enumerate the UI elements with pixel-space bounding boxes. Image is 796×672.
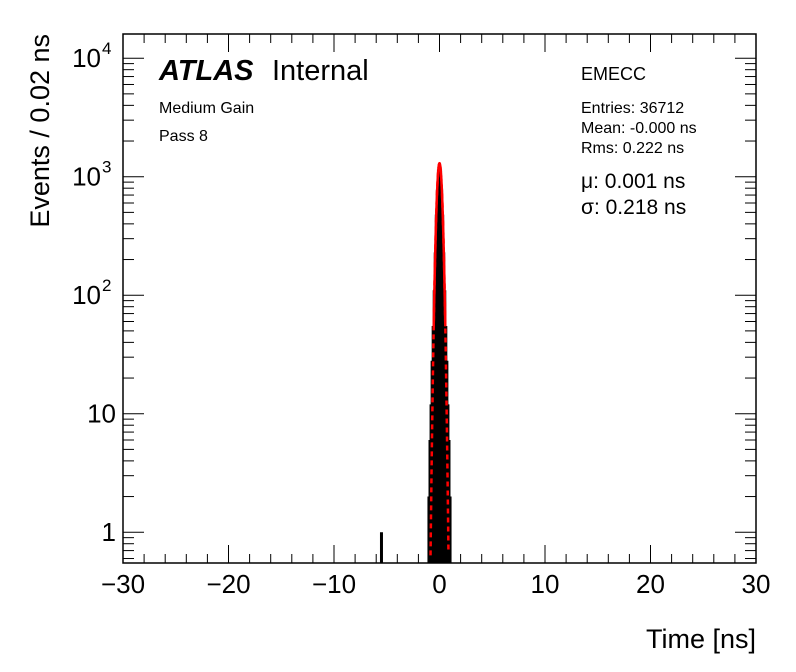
gaussian-fit-curve-core	[432, 161, 447, 328]
x-tick-label: 0	[432, 569, 446, 599]
gain-label: Medium Gain	[159, 100, 254, 117]
entries-label: Entries: 36712	[581, 100, 684, 117]
gaussian-fit-curve	[429, 161, 450, 556]
x-tick-label: −10	[312, 569, 356, 599]
y-tick-exponent: 4	[102, 39, 111, 58]
y-axis-title: Events / 0.02 ns	[25, 34, 55, 228]
atlas-label: ATLAS	[158, 55, 254, 87]
x-tick-labels: −30 −20 −10 0 10 20 30	[101, 569, 771, 599]
x-tick-label: 30	[742, 569, 771, 599]
y-tick-exponent: 3	[102, 158, 111, 177]
y-tick-label: 1	[102, 517, 116, 547]
sigma-label: σ: 0.218 ns	[581, 196, 686, 219]
region-label: EMECC	[581, 64, 646, 84]
x-tick-label: 10	[531, 569, 560, 599]
y-tick-label: 10	[72, 162, 101, 192]
mu-label: μ: 0.001 ns	[581, 170, 685, 193]
axis-ticks	[122, 34, 757, 563]
y-tick-label: 10	[72, 43, 101, 73]
x-tick-label: 20	[636, 569, 665, 599]
y-tick-label: 10	[87, 399, 116, 429]
mean-label: Mean: -0.000 ns	[581, 120, 697, 137]
internal-label: Internal	[272, 55, 369, 87]
y-tick-exponent: 2	[102, 276, 111, 295]
rms-label: Rms: 0.222 ns	[581, 140, 684, 157]
x-tick-label: −30	[101, 569, 145, 599]
y-tick-label: 10	[72, 280, 101, 310]
x-axis-title: Time [ns]	[646, 624, 756, 654]
data-histogram	[379, 165, 452, 563]
x-tick-label: −20	[206, 569, 250, 599]
pass-label: Pass 8	[159, 128, 208, 145]
